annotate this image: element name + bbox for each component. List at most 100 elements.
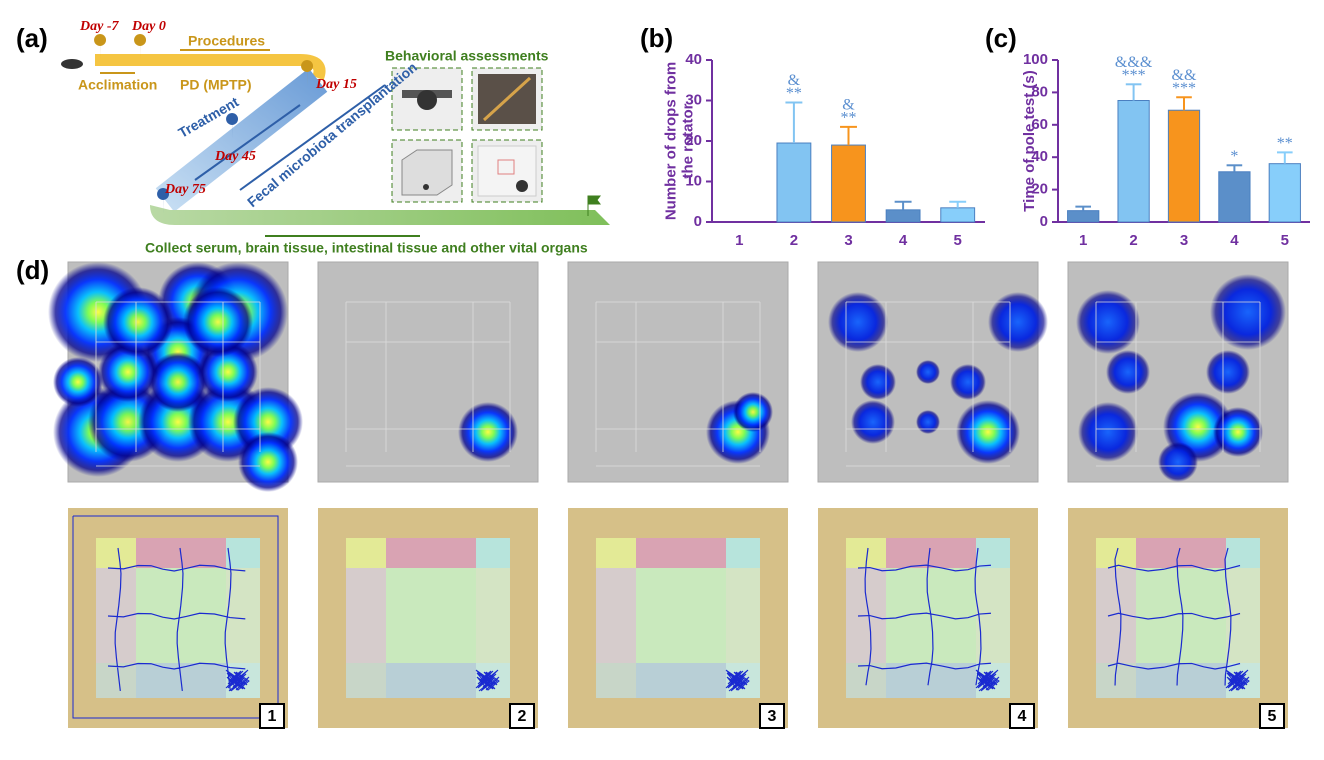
error-bar xyxy=(894,200,912,210)
significance-mark: ** xyxy=(841,109,857,126)
panel-label: (a) xyxy=(16,23,48,53)
heat-spot xyxy=(956,400,1020,464)
track xyxy=(1107,547,1241,686)
zone xyxy=(1096,538,1136,568)
track-plot: 5 xyxy=(1068,508,1288,729)
error-bar xyxy=(1176,96,1192,111)
zone xyxy=(96,663,136,698)
heat-spot xyxy=(851,400,895,444)
significance-mark: *** xyxy=(1172,80,1196,97)
x-tick-label: 4 xyxy=(1230,232,1239,249)
track-plot: 3 xyxy=(568,508,788,729)
x-tick-label: 1 xyxy=(1079,232,1087,249)
heatmap xyxy=(317,261,539,483)
zone xyxy=(596,538,636,568)
zone xyxy=(726,568,760,663)
heat-spot xyxy=(1213,407,1263,457)
zone xyxy=(636,663,726,698)
bar xyxy=(1167,109,1201,223)
heatmap xyxy=(567,261,789,483)
y-tick-label: 0 xyxy=(1040,213,1048,230)
error-bar xyxy=(1226,164,1243,172)
y-tick-label: 40 xyxy=(1031,148,1048,165)
zone xyxy=(596,568,636,663)
panel-label: (d) xyxy=(16,255,49,285)
track xyxy=(107,547,246,691)
heatmap xyxy=(48,261,303,492)
zone xyxy=(976,568,1010,663)
zone xyxy=(636,538,726,568)
significance-mark: & xyxy=(842,96,855,113)
zone xyxy=(346,538,386,568)
heat-spot xyxy=(860,364,896,400)
bar xyxy=(1218,171,1251,223)
chart-title: (b) xyxy=(640,23,673,53)
significance-mark: && xyxy=(1172,67,1197,84)
significance-mark: & xyxy=(788,72,801,89)
bar xyxy=(1067,210,1100,223)
track-plot: 1 xyxy=(68,508,288,729)
heat-spot xyxy=(1106,350,1150,394)
heat-spot xyxy=(916,410,940,434)
bar xyxy=(1117,100,1150,223)
zone xyxy=(96,538,136,568)
heat-spot xyxy=(238,432,298,492)
heat-spot xyxy=(1078,402,1138,462)
zone xyxy=(346,568,386,663)
group-label: 4 xyxy=(1018,708,1027,725)
track xyxy=(1225,669,1250,692)
group-label: 2 xyxy=(518,708,527,725)
x-tick-label: 2 xyxy=(1129,232,1137,249)
group-box xyxy=(759,703,785,729)
error-bar xyxy=(1075,205,1092,211)
heat-spot xyxy=(828,292,888,352)
timeline-label: Procedures xyxy=(188,33,265,49)
timeline-label: Day 45 xyxy=(214,149,256,164)
y-axis-label: Number of drops from xyxy=(662,62,679,220)
zone xyxy=(846,663,886,698)
timeline-label: PD (MPTP) xyxy=(180,77,252,93)
x-tick-label: 5 xyxy=(1281,232,1289,249)
timeline xyxy=(61,34,610,237)
y-tick-label: 20 xyxy=(1031,181,1048,198)
y-axis-label: Time of pole test (s) xyxy=(1021,70,1038,211)
bar xyxy=(776,142,812,223)
heat-spot xyxy=(103,287,173,357)
y-tick-label: 40 xyxy=(685,51,702,68)
track-plot: 2 xyxy=(318,508,538,729)
track-plot: 4 xyxy=(818,508,1038,729)
heat-spot xyxy=(198,342,258,402)
zone xyxy=(136,568,226,663)
timeline-label: Day 15 xyxy=(315,77,357,92)
y-tick-label: 0 xyxy=(694,213,702,230)
y-tick-label: 100 xyxy=(1023,51,1048,68)
zone xyxy=(346,663,386,698)
group-box xyxy=(259,703,285,729)
zone xyxy=(1136,538,1226,568)
x-tick-label: 2 xyxy=(790,232,798,249)
x-tick-label: 4 xyxy=(899,232,908,249)
heatmap-bg xyxy=(567,261,789,483)
zone xyxy=(476,568,510,663)
group-box xyxy=(1259,703,1285,729)
timeline-label: Day -7 xyxy=(79,19,119,34)
heat-spot xyxy=(988,292,1048,352)
bar xyxy=(831,144,866,223)
y-tick-label: 20 xyxy=(685,132,702,149)
heat-spot xyxy=(1206,350,1250,394)
bar xyxy=(1268,163,1301,223)
heat-spot xyxy=(1076,290,1140,354)
timeline-label: Acclimation xyxy=(78,77,157,93)
heat-spot xyxy=(53,357,103,407)
timeline-label: Day 75 xyxy=(164,182,206,197)
x-tick-label: 3 xyxy=(1180,232,1188,249)
heat-spot xyxy=(458,402,518,462)
heat-spot xyxy=(1158,442,1198,482)
zone xyxy=(226,568,260,663)
group-box xyxy=(1009,703,1035,729)
y-tick-label: 80 xyxy=(1031,83,1048,100)
significance-mark: ** xyxy=(786,85,802,102)
error-bar xyxy=(1276,151,1293,164)
zone xyxy=(976,538,1010,568)
